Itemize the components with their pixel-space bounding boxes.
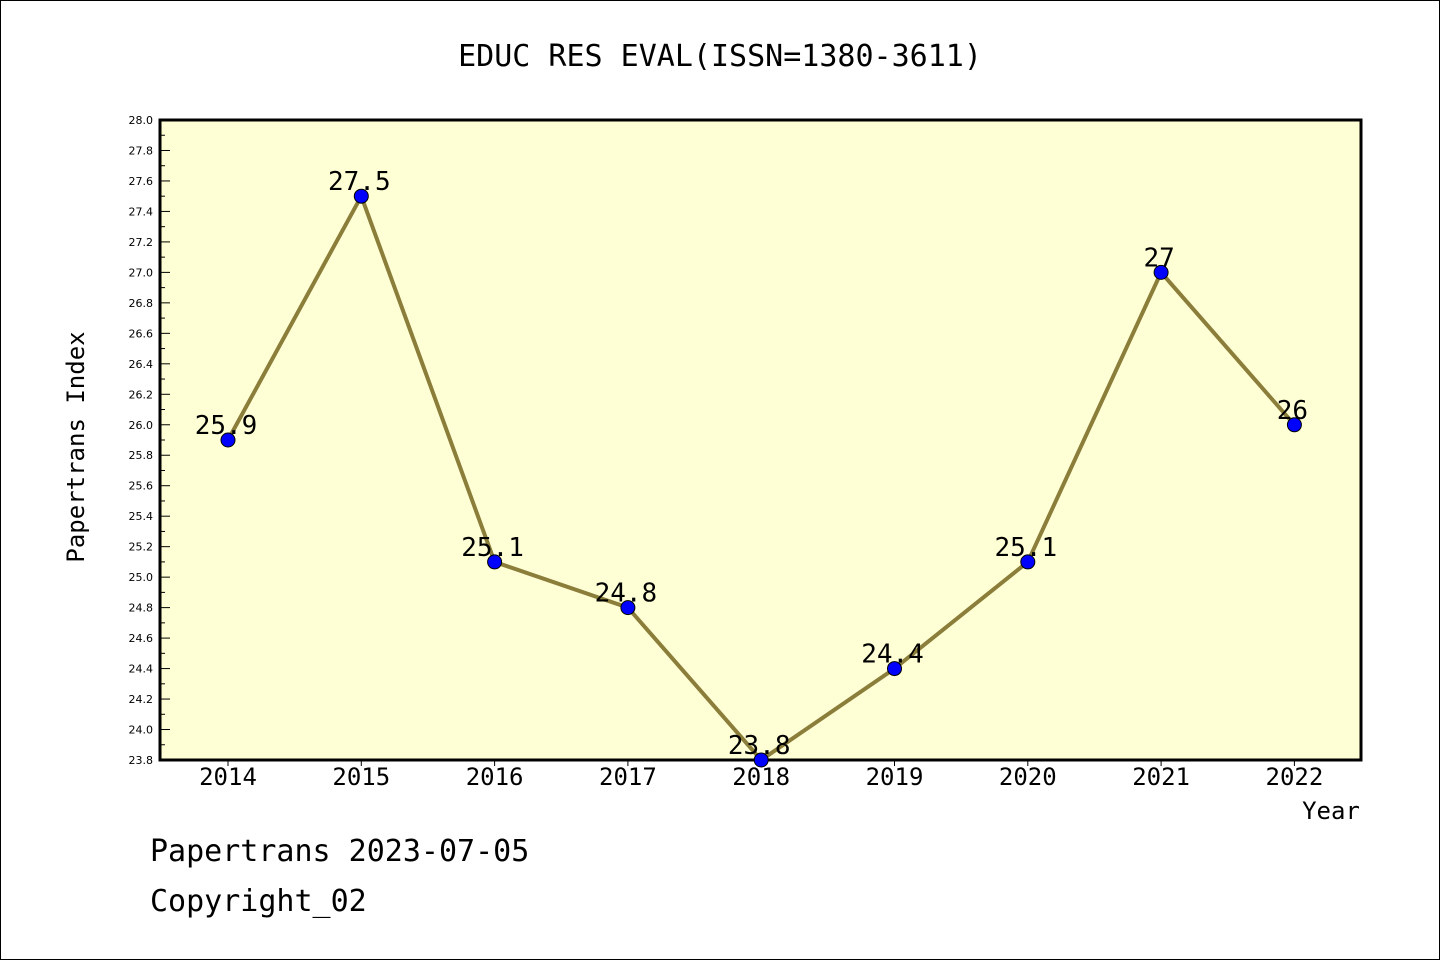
- y-tick-label: 27.4: [129, 205, 154, 218]
- data-point: [487, 554, 503, 570]
- y-tick-label: 24.8: [129, 602, 154, 615]
- data-label: 23.8: [728, 731, 791, 761]
- x-axis-label: Year: [1302, 797, 1360, 825]
- data-label: 27.5: [328, 167, 391, 197]
- y-tick-label: 26.0: [129, 419, 154, 432]
- y-tick-label: 25.6: [129, 480, 154, 493]
- data-point: [1020, 554, 1036, 570]
- data-label: 24.4: [861, 640, 924, 670]
- y-tick-label: 25.4: [129, 510, 154, 523]
- y-tick-label: 26.4: [129, 358, 154, 371]
- data-label: 27: [1143, 243, 1174, 273]
- y-tick-label: 24.6: [129, 632, 154, 645]
- data-point: [353, 188, 369, 204]
- y-axis: 23.8 24.0 24.2 24.4 24.6 24.8 25.0 25.2 25.4 25.6…: [129, 114, 170, 767]
- plot-area: [158, 118, 1363, 762]
- x-tick-label: 2018: [732, 763, 790, 791]
- y-tick-label: 24.4: [129, 663, 154, 676]
- x-tick-label: 2014: [199, 763, 257, 791]
- data-label: 25.1: [994, 533, 1057, 563]
- x-tick-label: 2022: [1266, 763, 1324, 791]
- y-tick-label: 26.6: [129, 327, 154, 340]
- x-tick-label: 2019: [866, 763, 924, 791]
- data-point: [753, 752, 769, 768]
- series-markers: [220, 188, 1302, 768]
- data-point: [620, 600, 636, 616]
- footer-copyright: Copyright_02: [150, 884, 367, 919]
- x-axis: 2014 2015 2016 2017 2018 2019 2020 2021 2022: [199, 760, 1323, 791]
- y-axis-label: Papertrans Index: [62, 331, 90, 562]
- data-labels: 25.9 27.5 25.1 24.8 23.8 24.4 25.1 27 26: [195, 167, 1308, 761]
- data-label: 26: [1277, 396, 1308, 426]
- y-tick-label: 27.8: [129, 144, 154, 157]
- x-tick-label: 2015: [332, 763, 390, 791]
- data-label: 24.8: [595, 579, 658, 609]
- y-tick-label: 24.2: [129, 693, 154, 706]
- x-tick-label: 2016: [466, 763, 524, 791]
- y-tick-label: 27.0: [129, 266, 154, 279]
- y-tick-label: 26.8: [129, 297, 154, 310]
- y-tick-label: 27.6: [129, 175, 154, 188]
- data-point: [220, 432, 236, 448]
- chart-title: EDUC RES EVAL(ISSN=1380-3611): [458, 39, 982, 74]
- y-tick-label: 25.0: [129, 571, 154, 584]
- data-point: [1153, 264, 1169, 280]
- y-tick-label: 25.2: [129, 541, 154, 554]
- x-tick-label: 2021: [1132, 763, 1190, 791]
- data-label: 25.9: [195, 411, 258, 441]
- y-tick-label: 27.2: [129, 236, 154, 249]
- y-tick-label: 23.8: [129, 754, 154, 767]
- x-tick-label: 2020: [999, 763, 1057, 791]
- y-tick-label: 26.2: [129, 388, 154, 401]
- footer-date: Papertrans 2023-07-05: [150, 834, 530, 869]
- data-point: [1286, 417, 1302, 433]
- data-point: [887, 661, 902, 677]
- y-tick-label: 25.8: [129, 449, 154, 462]
- y-tick-label: 28.0: [129, 114, 154, 127]
- x-tick-label: 2017: [599, 763, 657, 791]
- data-label: 25.1: [461, 533, 524, 563]
- y-tick-label: 24.0: [129, 724, 154, 737]
